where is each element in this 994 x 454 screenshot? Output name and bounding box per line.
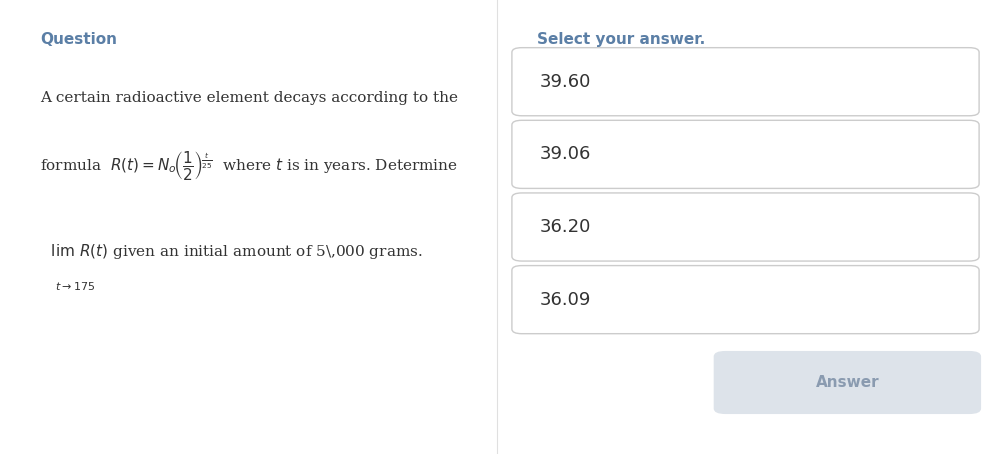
Text: $\lim\ R(t)$ given an initial amount of 5\,000 grams.: $\lim\ R(t)$ given an initial amount of … bbox=[46, 242, 422, 262]
FancyBboxPatch shape bbox=[512, 193, 979, 261]
Text: 39.06: 39.06 bbox=[540, 145, 591, 163]
Text: 39.60: 39.60 bbox=[540, 73, 591, 91]
Text: A certain radioactive element decays according to the: A certain radioactive element decays acc… bbox=[40, 91, 458, 105]
Text: $t \rightarrow 175$: $t \rightarrow 175$ bbox=[55, 280, 94, 292]
Text: Answer: Answer bbox=[815, 375, 880, 390]
FancyBboxPatch shape bbox=[714, 351, 981, 414]
FancyBboxPatch shape bbox=[512, 48, 979, 116]
FancyBboxPatch shape bbox=[512, 266, 979, 334]
Text: formula  $R(t) = N_o\!\left(\dfrac{1}{2}\right)^{\!\frac{t}{25}}$  where $t$ is : formula $R(t) = N_o\!\left(\dfrac{1}{2}\… bbox=[40, 149, 457, 182]
Text: 36.20: 36.20 bbox=[540, 218, 591, 236]
Text: Question: Question bbox=[40, 32, 116, 47]
Text: 36.09: 36.09 bbox=[540, 291, 591, 309]
FancyBboxPatch shape bbox=[512, 120, 979, 188]
Text: Select your answer.: Select your answer. bbox=[537, 32, 705, 47]
